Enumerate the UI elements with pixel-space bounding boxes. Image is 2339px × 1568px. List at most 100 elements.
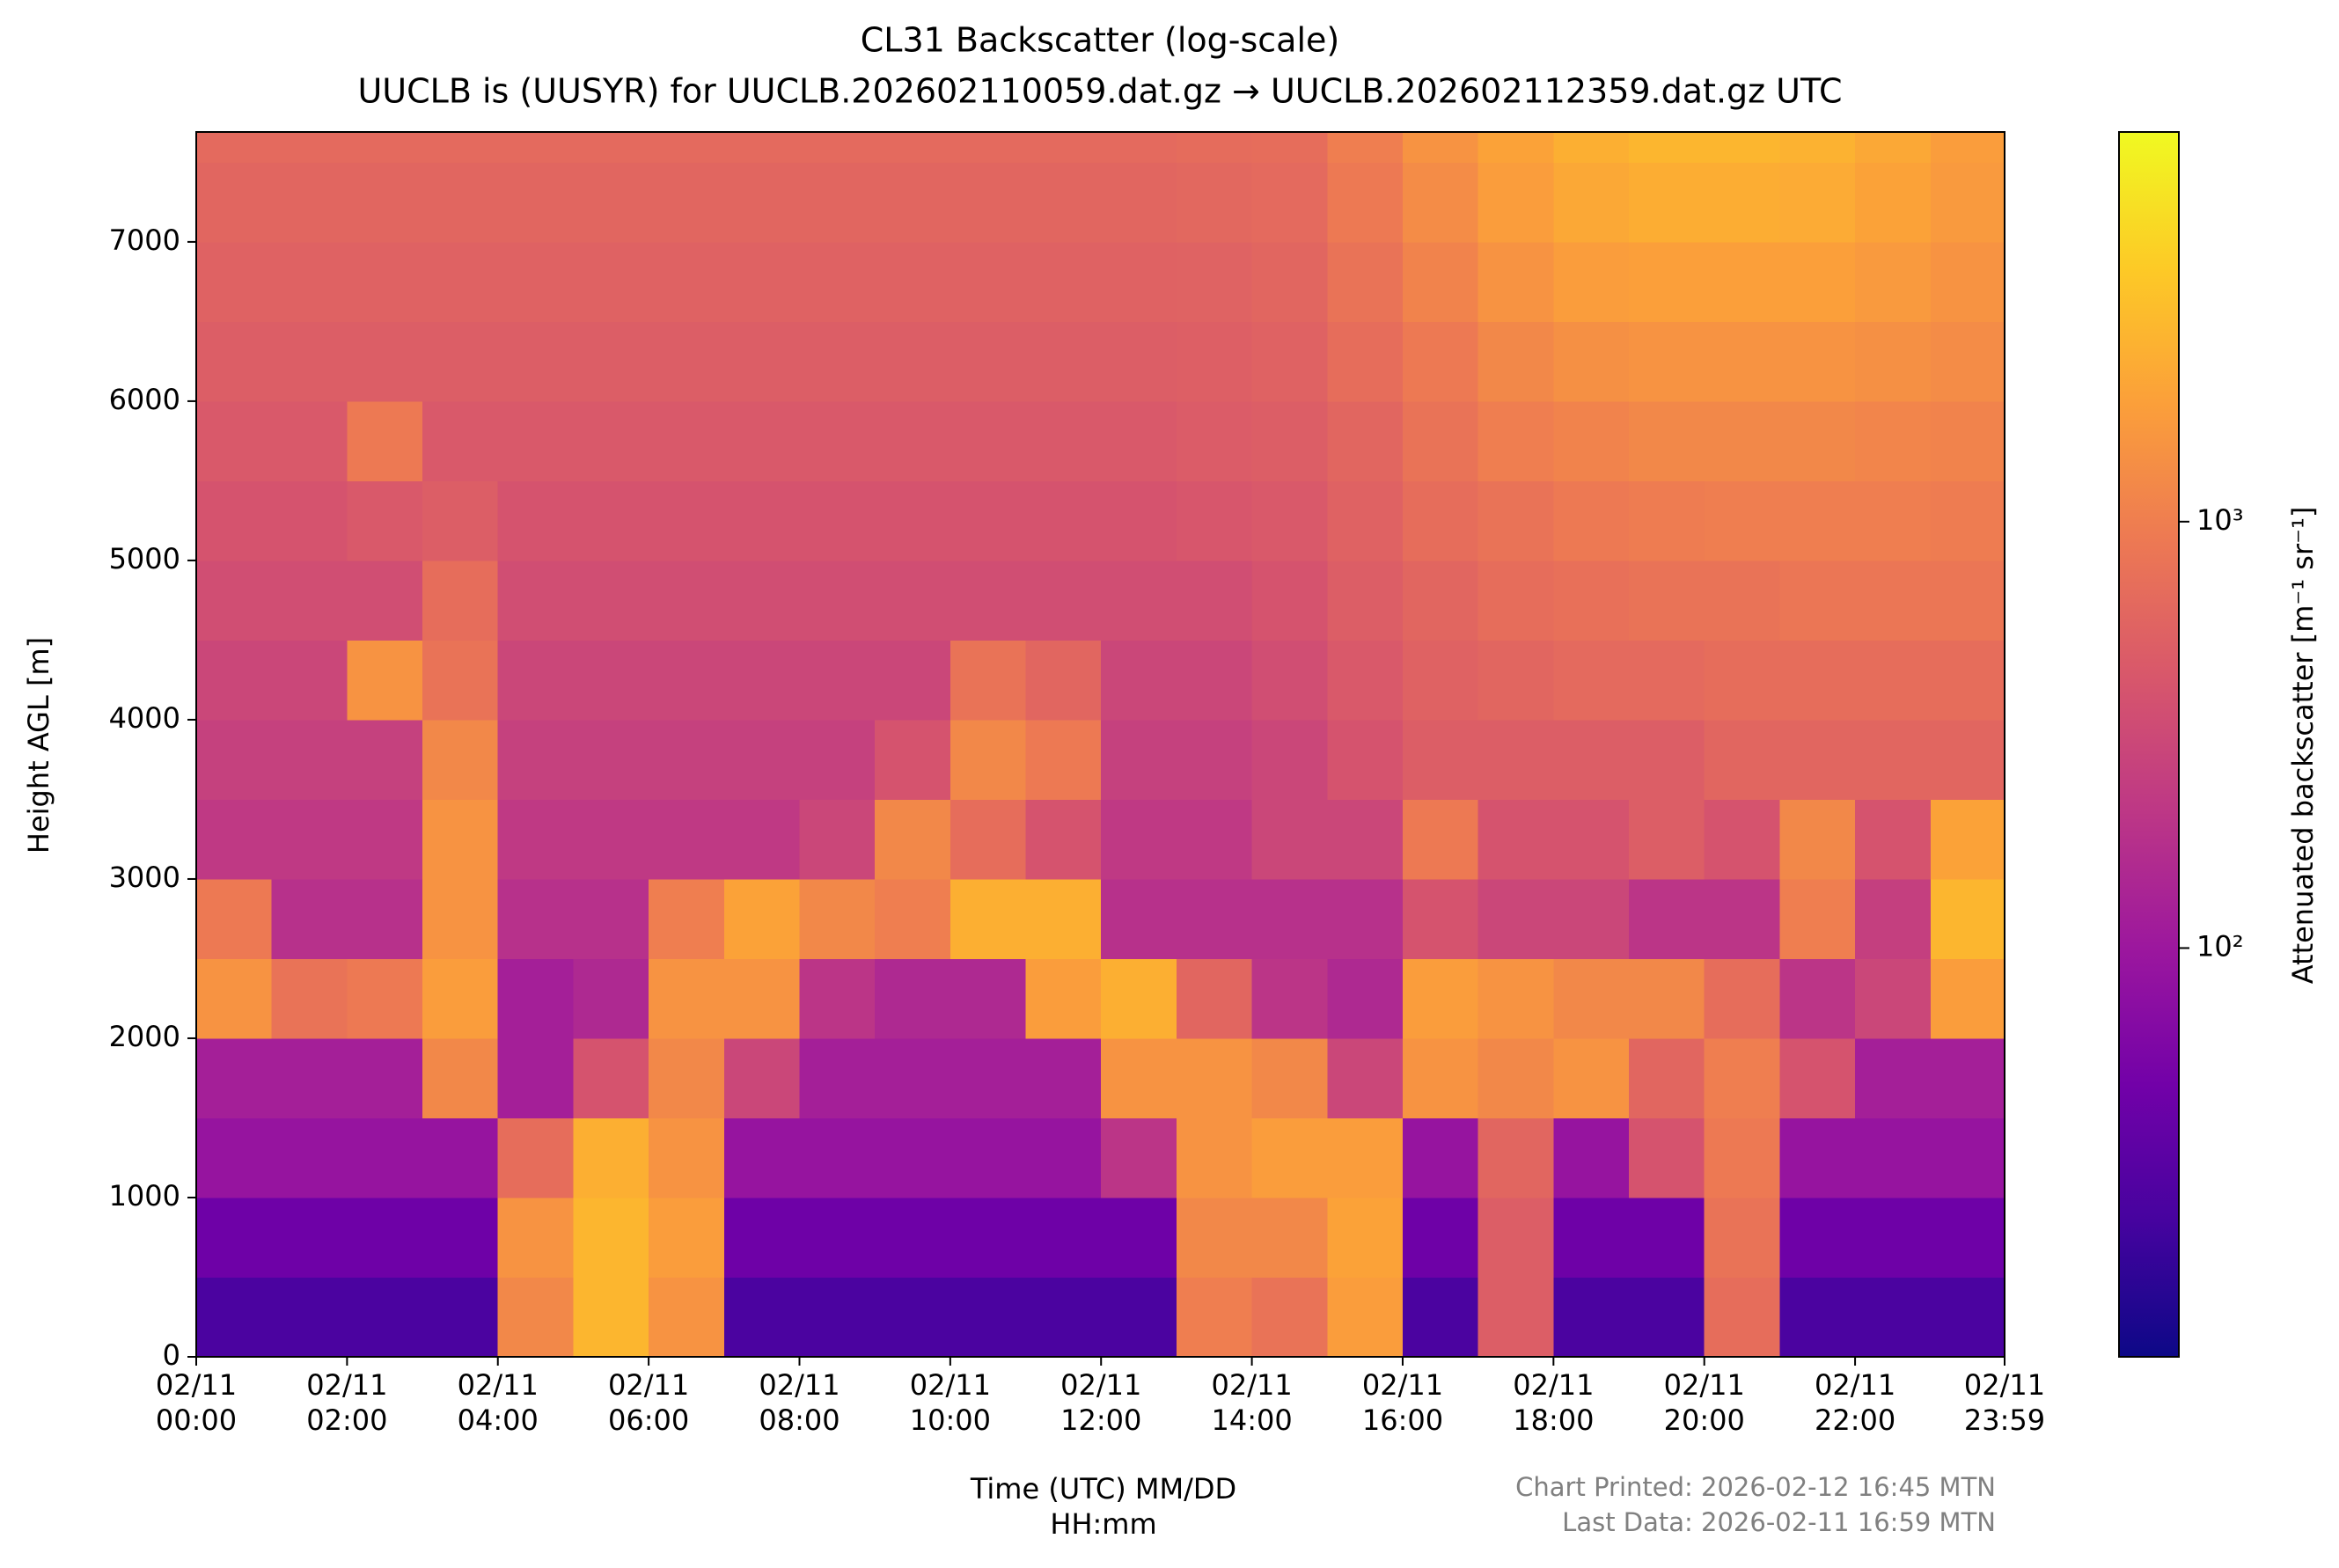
heatmap-cell: [422, 719, 499, 800]
heatmap-cell: [1176, 719, 1253, 800]
heatmap-cell: [1025, 132, 1102, 163]
heatmap-cell: [1477, 1117, 1554, 1198]
heatmap-cell: [1101, 878, 1177, 959]
heatmap-cell: [422, 799, 499, 880]
heatmap-cell: [1101, 640, 1177, 721]
heatmap-cell: [1553, 799, 1630, 880]
heatmap-cell: [1704, 878, 1780, 959]
heatmap-cell: [347, 1277, 423, 1358]
heatmap-cell: [573, 1197, 649, 1278]
heatmap-cell: [1025, 162, 1102, 243]
heatmap-cell: [1327, 719, 1404, 800]
heatmap-cell: [1402, 241, 1479, 322]
heatmap-cell: [1779, 799, 1856, 880]
heatmap-cell: [1251, 719, 1328, 800]
heatmap-cell: [1779, 878, 1856, 959]
heatmap-cell: [271, 241, 348, 322]
heatmap-cell: [723, 132, 800, 163]
x-tick-label: 02/11 04:00: [457, 1368, 539, 1437]
heatmap-cell: [649, 241, 725, 322]
y-axis-label: Height AGL [m]: [22, 637, 55, 854]
x-tick-label: 02/11 08:00: [759, 1368, 840, 1437]
heatmap-cell: [1930, 719, 2005, 800]
heatmap-cell: [649, 958, 725, 1039]
y-tick-label: 4000: [109, 701, 180, 735]
heatmap-cell: [1251, 1197, 1328, 1278]
heatmap-cell: [573, 132, 649, 163]
heatmap-cell: [497, 1037, 574, 1118]
heatmap-cell: [497, 640, 574, 721]
heatmap-cell: [723, 878, 800, 959]
heatmap-cell: [497, 132, 574, 163]
heatmap-cell: [196, 560, 273, 641]
heatmap-cell: [573, 321, 649, 402]
heatmap-cell: [649, 1117, 725, 1198]
heatmap-cell: [1477, 1197, 1554, 1278]
heatmap-cell: [422, 878, 499, 959]
heatmap-cell: [1855, 1117, 1932, 1198]
heatmap-cell: [875, 241, 951, 322]
heatmap-cell: [1629, 241, 1705, 322]
heatmap-cell: [271, 799, 348, 880]
heatmap-cell: [950, 1037, 1027, 1118]
heatmap-cell: [1402, 719, 1479, 800]
heatmap-cell: [573, 162, 649, 243]
heatmap-cell: [799, 162, 876, 243]
heatmap-cell: [723, 321, 800, 402]
x-tick-label: 02/11 16:00: [1361, 1368, 1444, 1437]
heatmap-cell: [1855, 132, 1932, 163]
heatmap-cell: [649, 162, 725, 243]
colorbar-label: Attenuated backscatter [m⁻¹ sr⁻¹]: [2286, 507, 2320, 985]
heatmap-cell: [1402, 799, 1479, 880]
heatmap-cell: [422, 1037, 499, 1118]
heatmap-cell: [422, 321, 499, 402]
heatmap-cell: [497, 560, 574, 641]
heatmap-cell: [1779, 162, 1856, 243]
heatmap-cell: [1402, 878, 1479, 959]
heatmap-cell: [1779, 640, 1856, 721]
y-tick-label: 2000: [109, 1020, 180, 1053]
heatmap-cell: [497, 241, 574, 322]
heatmap-cell: [573, 1277, 649, 1358]
heatmap-cell: [799, 958, 876, 1039]
heatmap-cell: [1779, 1197, 1856, 1278]
heatmap-cell: [1176, 799, 1253, 880]
heatmap-cell: [1251, 400, 1328, 481]
annotation: Chart Printed: 2026-02-12 16:45 MTN: [1515, 1472, 1996, 1502]
heatmap-cell: [723, 719, 800, 800]
heatmap-cell: [723, 480, 800, 561]
heatmap-cell: [1779, 400, 1856, 481]
heatmap-cell: [1704, 400, 1780, 481]
heatmap-cell: [497, 321, 574, 402]
heatmap-cell: [1629, 1277, 1705, 1358]
heatmap-cell: [271, 162, 348, 243]
heatmap-cell: [1025, 480, 1102, 561]
heatmap-cell: [1704, 132, 1780, 163]
heatmap-cell: [497, 1117, 574, 1198]
heatmap-cell: [573, 1037, 649, 1118]
heatmap-cell: [1477, 958, 1554, 1039]
heatmap-cell: [1930, 958, 2005, 1039]
heatmap-cell: [196, 1037, 273, 1118]
heatmap-cell: [799, 640, 876, 721]
chart-subtitle: UUCLB is (UUSYR) for UUCLB.202602110059.…: [357, 72, 1842, 111]
heatmap-cell: [875, 321, 951, 402]
heatmap-cell: [950, 1117, 1027, 1198]
heatmap-cell: [875, 719, 951, 800]
heatmap-cell: [1251, 162, 1328, 243]
heatmap-cell: [950, 400, 1027, 481]
heatmap-cell: [196, 1277, 273, 1358]
heatmap-cell: [1101, 132, 1177, 163]
annotation: Last Data: 2026-02-11 16:59 MTN: [1562, 1507, 1996, 1537]
heatmap-cell: [1930, 162, 2005, 243]
heatmap-cell: [1176, 560, 1253, 641]
heatmap-cell: [196, 1117, 273, 1198]
heatmap-cell: [799, 719, 876, 800]
heatmap-cell: [1477, 1277, 1554, 1358]
heatmap-cell: [875, 799, 951, 880]
heatmap-cell: [1327, 480, 1404, 561]
heatmap-cell: [1025, 400, 1102, 481]
heatmap-cell: [1327, 132, 1404, 163]
heatmap-cell: [422, 1197, 499, 1278]
